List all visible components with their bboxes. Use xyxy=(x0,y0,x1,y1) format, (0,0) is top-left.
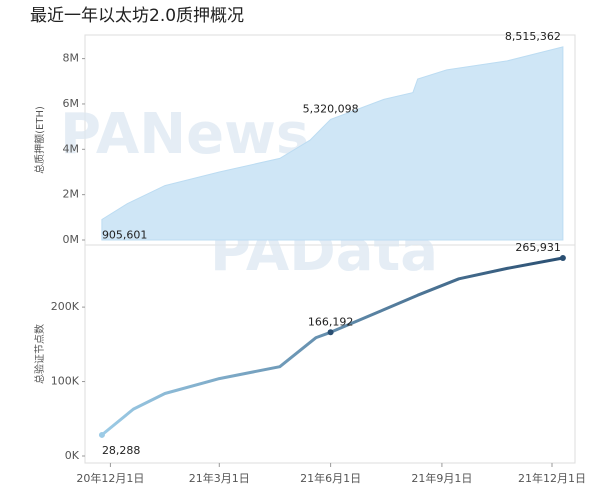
data-label: 8,515,362 xyxy=(505,30,561,43)
panel-frame xyxy=(84,244,576,464)
line xyxy=(100,256,564,437)
area xyxy=(101,46,564,241)
y-tick-label: 100K xyxy=(51,375,80,388)
watermark: PANews xyxy=(60,102,309,167)
y-tick-label: 200K xyxy=(51,300,80,313)
x-tick-label: 21年3月1日 xyxy=(189,471,250,485)
y-tick-label: 8M xyxy=(63,52,80,65)
y-tick-label: 4M xyxy=(63,142,80,155)
y-tick-label: 0K xyxy=(65,449,80,462)
chart-title: 最近一年以太坊2.0质押概况 xyxy=(30,6,244,26)
x-tick-label: 20年12月1日 xyxy=(76,471,144,485)
y-tick-label: 2M xyxy=(63,188,80,201)
point xyxy=(327,329,334,336)
point xyxy=(98,431,105,438)
y-tick-label: 0M xyxy=(63,233,80,246)
y-axis-title: 总质押额(ETH) xyxy=(33,106,46,174)
data-label: 166,192 xyxy=(308,315,354,328)
point xyxy=(559,255,566,262)
y-tick-label: 6M xyxy=(63,97,80,110)
data-label: 905,601 xyxy=(102,228,147,241)
y-axis-title: 总验证节点数 xyxy=(33,324,46,384)
data-label: 265,931 xyxy=(515,241,561,254)
x-tick-label: 21年6月1日 xyxy=(300,471,361,485)
x-tick-label: 21年12月1日 xyxy=(518,471,586,485)
data-label: 5,320,098 xyxy=(303,102,359,115)
data-label: 28,288 xyxy=(102,444,140,457)
x-tick-label: 21年9月1日 xyxy=(411,471,472,485)
